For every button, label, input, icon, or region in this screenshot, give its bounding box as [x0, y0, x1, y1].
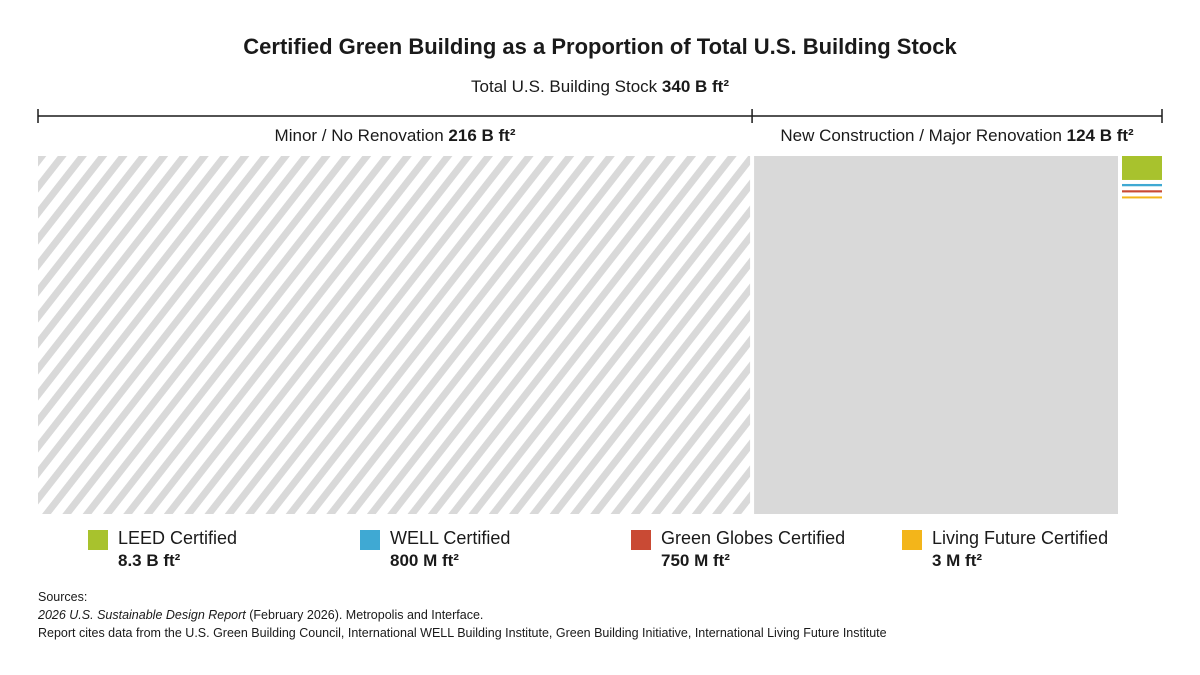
legend-value-leed: 8.3 B ft² — [118, 551, 181, 570]
legend-value-green-globes: 750 M ft² — [661, 551, 730, 570]
cert-bar-leed — [1122, 156, 1162, 180]
chart-title: Certified Green Building as a Proportion… — [243, 34, 957, 59]
subtitle-value: 340 B ft² — [661, 77, 729, 96]
legend-label-living-future: Living Future Certified — [932, 528, 1109, 548]
legend-swatch-well — [360, 530, 380, 550]
cert-bar-living-future — [1122, 196, 1162, 199]
legend-value-living-future: 3 M ft² — [932, 551, 983, 570]
sources-note: Report cites data from the U.S. Green Bu… — [38, 626, 887, 640]
legend: LEED Certified 8.3 B ft² WELL Certified 800… — [0, 527, 1200, 577]
cert-bar-green-globes — [1122, 190, 1162, 193]
legend-swatch-green-globes — [631, 530, 651, 550]
report-details: (February 2026). Metropolis and Interfac… — [245, 608, 484, 622]
legend-value-well: 800 M ft² — [390, 551, 459, 570]
chart-svg: Minor / No Renovation 216 B ft² New Const… — [37, 109, 1163, 514]
legend-swatch-living-future — [902, 530, 922, 550]
cert-bar-well — [1122, 183, 1162, 187]
chart-subtitle: Total U.S. Building Stock 340 B ft² — [0, 77, 1200, 97]
legend-swatch-leed — [88, 530, 108, 550]
legend-label-leed: LEED Certified — [118, 528, 238, 548]
legend-label-green-globes: Green Globes Certified — [661, 528, 846, 548]
subtitle-label: Total U.S. Building Stock — [471, 77, 658, 96]
sources-report: 2026 U.S. Sustainable Design Report (Feb… — [38, 606, 887, 624]
legend-label-well: WELL Certified — [390, 528, 511, 548]
sources-heading: Sources: — [38, 590, 88, 604]
bar-minor-renovation — [38, 156, 751, 514]
report-title: 2026 U.S. Sustainable Design Report — [38, 608, 246, 622]
bar-new-construction — [754, 156, 1118, 514]
segment-label-new-construction: New Construction / Major Renovation 124 … — [780, 126, 1134, 145]
sources: Sources: 2026 U.S. Sustainable Design Re… — [38, 588, 887, 642]
segment-label-minor-renovation: Minor / No Renovation 216 B ft² — [275, 126, 516, 145]
